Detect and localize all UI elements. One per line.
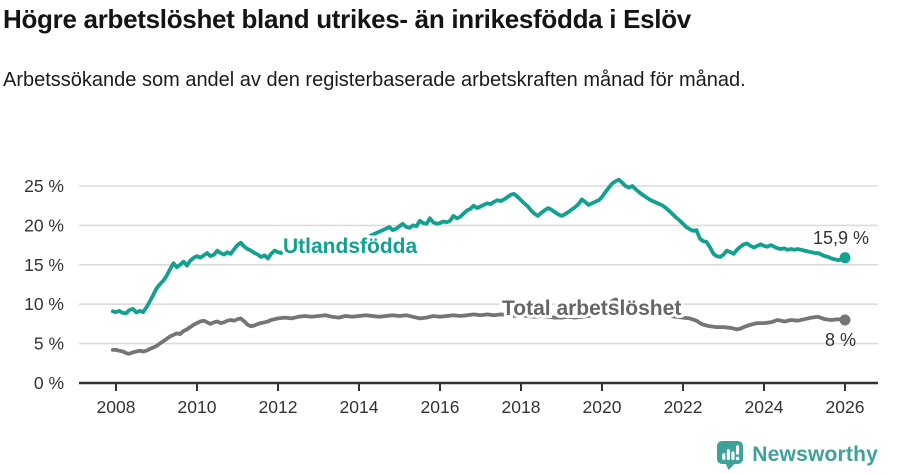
y-axis-label-0: 0 %: [34, 373, 64, 393]
x-axis-label-2024: 2024: [745, 397, 784, 417]
x-axis-label-2026: 2026: [826, 397, 865, 417]
newsworthy-logo[interactable]: Newsworthy: [716, 440, 878, 470]
x-axis-label-2014: 2014: [340, 397, 379, 417]
chart-title: Högre arbetslöshet bland utrikes- än inr…: [3, 4, 691, 34]
series-end-value-utlandsfodda: 15,9 %: [813, 228, 869, 248]
x-axis-label-2016: 2016: [421, 397, 460, 417]
x-axis-label-2008: 2008: [97, 397, 136, 417]
series-line-total-arbetsloshet: [110, 297, 847, 356]
x-axis-label-2010: 2010: [178, 397, 217, 417]
y-axis-label-25: 25 %: [24, 176, 64, 196]
y-axis-label-5: 5 %: [34, 334, 64, 354]
newsworthy-chart-bubble-icon: [717, 441, 744, 470]
series-label-total-arbetsloshet: Total arbetslöshet: [502, 297, 681, 320]
x-axis-label-2020: 2020: [583, 397, 622, 417]
series-end-dot-total-arbetsloshet: [839, 314, 851, 326]
series-line-utlandsfodda: [110, 177, 847, 316]
series-end-value-total-arbetsloshet: 8 %: [825, 330, 856, 350]
x-axis-label-2018: 2018: [502, 397, 541, 417]
y-axis-label-10: 10 %: [24, 294, 64, 314]
x-axis-label-2012: 2012: [259, 397, 298, 417]
series-end-dot-utlandsfodda: [839, 252, 851, 264]
chart-subtitle: Arbetssökande som andel av den registerb…: [3, 69, 746, 91]
y-axis-label-20: 20 %: [24, 215, 64, 235]
y-axis-label-15: 15 %: [24, 255, 64, 275]
newsworthy-logo-text: Newsworthy: [752, 443, 878, 466]
series-label-utlandsfodda: Utlandsfödda: [283, 235, 417, 258]
unemployment-line-chart: 0 % 5 % 10 % 15 % 20 % 25 % 2008 2010 2012 2014 20…: [24, 176, 878, 417]
x-axis-label-2022: 2022: [664, 397, 703, 417]
chart-area: 0 % 5 % 10 % 15 % 20 % 25 % 2008 2010 2012 2014 20…: [0, 150, 900, 450]
